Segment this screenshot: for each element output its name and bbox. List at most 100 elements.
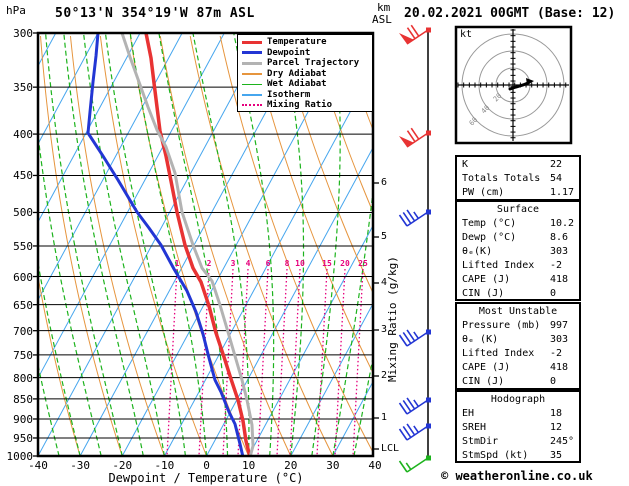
hodograph-trace: [508, 81, 530, 91]
pressure-tick-label: 850: [13, 392, 33, 406]
curve-dewpoint: [86, 33, 245, 456]
table-row-label: CAPE (J): [462, 362, 511, 373]
table-row-value: 12: [550, 422, 563, 433]
isotherm-line: [38, 33, 141, 224]
wet-adiabat-line: [38, 259, 81, 456]
station-title: 50°13'N 354°19'W 87m ASL: [55, 6, 255, 21]
table-row: CIN (J) 0: [457, 287, 579, 301]
table-row-label: CIN (J): [462, 288, 505, 299]
table-row-label: θₑ (K): [462, 334, 499, 345]
legend-item: Wet Adiabat: [242, 79, 372, 90]
curve-parcel-trajectory: [120, 33, 255, 456]
isotherm-line: [38, 33, 267, 456]
table-row-label: StmSpd (kt): [462, 450, 529, 461]
curve-temperature: [144, 33, 252, 456]
table-row-value: 35: [550, 450, 563, 461]
table-row-label: Temp (°C): [462, 218, 517, 229]
temp-tick-label: -10: [154, 459, 175, 472]
legend-item: Mixing Ratio: [242, 100, 372, 111]
wet-adiabat-line: [45, 33, 123, 456]
table-row-value: 10.2: [550, 218, 575, 229]
table-row: SREH 12: [457, 421, 579, 435]
table-row: CAPE (J) 418: [457, 273, 579, 287]
table-row: Lifted Index -2: [457, 347, 579, 361]
legend: Temperature Dewpoint Parcel Trajectory Dry …: [237, 34, 373, 112]
table-row-value: 1.17: [550, 187, 575, 198]
pressure-tick-label: 550: [13, 239, 33, 253]
wind-barb: [398, 455, 431, 473]
pressure-tick-label: 300: [13, 27, 33, 40]
pressure-tick-label: 950: [13, 431, 33, 445]
asl-unit: ASL: [372, 13, 392, 26]
temp-tick-label: 40: [368, 459, 382, 472]
pressure-tick-label: 900: [13, 412, 33, 426]
table-row-label: Totals Totals: [462, 173, 541, 184]
hodograph-unit-label: kt: [460, 29, 473, 40]
hodograph-ring-label: 60: [468, 116, 480, 128]
legend-item-label: Wet Adiabat: [267, 79, 327, 90]
table-row-value: 54: [550, 173, 563, 184]
table-row-label: Dewp (°C): [462, 232, 517, 243]
table-row: Lifted Index -2: [457, 259, 579, 273]
mixing-ratio-value-label: 10: [295, 259, 305, 268]
km-axis-unit: km: [377, 1, 391, 14]
km-tick-label: 4: [381, 277, 388, 288]
table-row-value: 0: [550, 376, 557, 387]
mixing-ratio-line: [257, 268, 269, 456]
legend-item-label: Dry Adiabat: [267, 68, 327, 79]
lcl-label: LCL: [381, 443, 400, 454]
legend-item-label: Isotherm: [267, 89, 311, 100]
table-row-value: 18: [550, 408, 563, 419]
wind-barb: [399, 24, 431, 45]
table-row-value: 303: [550, 334, 569, 345]
indices-table: Hodograph EH 18 SREH 12 StmDir 245° StmSpd (kt)…: [455, 390, 581, 463]
pressure-axis-unit: hPa: [6, 4, 26, 17]
wet-adiabat-line: [192, 33, 250, 456]
wind-barb: [398, 397, 431, 415]
pressure-tick-label: 600: [13, 270, 33, 284]
wind-barb: [399, 127, 431, 148]
pressure-tick-label: 350: [13, 81, 33, 95]
table-row-value: 418: [550, 274, 569, 285]
km-tick-label: 2: [381, 370, 388, 381]
table-row: Pressure (mb) 997: [457, 319, 579, 333]
temp-tick-label: -20: [112, 459, 133, 472]
table-row-value: 303: [550, 246, 569, 257]
table-row-value: 245°: [550, 436, 575, 447]
mixing-ratio-line: [352, 268, 364, 456]
isotherm-line: [38, 33, 225, 380]
legend-item: Parcel Trajectory: [242, 58, 372, 69]
legend-line-sample: [242, 51, 262, 55]
table-row-label: Lifted Index: [462, 260, 535, 271]
legend-item-label: Parcel Trajectory: [267, 58, 360, 69]
pressure-tick-label: 750: [13, 348, 33, 362]
pressure-tick-label: 450: [13, 169, 33, 183]
plot-border: [36, 31, 375, 458]
km-tick-label: 6: [381, 177, 388, 188]
dry-adiabat-line: [38, 273, 81, 456]
datetime-title: 20.02.2021 00GMT (Base: 12): [404, 6, 616, 21]
table-row-label: EH: [462, 408, 475, 419]
isotherm-line: [290, 302, 373, 456]
mixing-ratio-value-label: 15: [322, 259, 332, 268]
mixing-ratio-value-label: 6: [265, 259, 271, 268]
legend-line-sample: [242, 40, 262, 44]
legend-item-label: Mixing Ratio: [267, 100, 333, 111]
wet-adiabat-line: [63, 33, 144, 456]
mixing-ratio-value-label: 8: [284, 259, 290, 268]
table-row: StmDir 245°: [457, 435, 579, 449]
isotherm-line: [248, 224, 373, 456]
legend-item-label: Dewpoint: [267, 47, 311, 58]
table-row: Temp (°C) 10.2: [457, 217, 579, 231]
hodograph-arrow: [526, 78, 534, 85]
legend-line-sample: [242, 94, 262, 96]
km-tick-label: 5: [381, 231, 388, 242]
indices-table: Most Unstable Pressure (mb) 997 θₑ (K) 303 Li…: [455, 302, 581, 390]
table-row: PW (cm) 1.17: [457, 186, 579, 200]
mixing-ratio-line: [334, 268, 346, 456]
table-row-label: θₑ(K): [462, 246, 493, 257]
legend-line-sample: [242, 104, 262, 107]
table-row: Dewp (°C) 8.6: [457, 231, 579, 245]
wind-barb: [398, 423, 431, 441]
